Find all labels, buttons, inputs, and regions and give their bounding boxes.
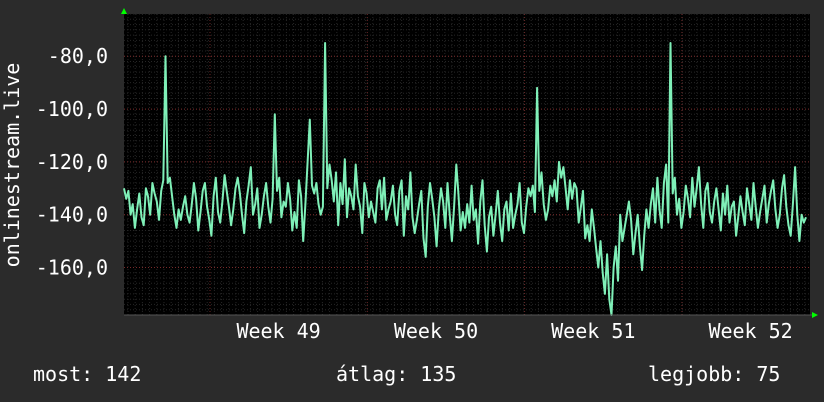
x-tick-label: Week 50 — [394, 319, 478, 343]
y-axis-arrow — [121, 8, 127, 14]
x-tick-label: Week 51 — [551, 319, 635, 343]
y-axis-label: onlinestream.live — [0, 62, 24, 268]
series-line — [123, 42, 807, 316]
stat-best: legjobb: 75 — [648, 362, 781, 386]
x-ticks: Week 49 Week 50 Week 51 Week 52 — [236, 319, 792, 343]
x-tick-label: Week 49 — [236, 319, 320, 343]
y-tick-label: -120,0 — [36, 150, 108, 174]
y-tick-label: -80,0 — [48, 44, 108, 68]
y-tick-label: -160,0 — [36, 256, 108, 280]
x-tick-label: Week 52 — [708, 319, 792, 343]
y-tick-label: -140,0 — [36, 203, 108, 227]
chart: -80,0-100,0-120,0-140,0-160,0 Week 49 Wee… — [36, 8, 818, 343]
stat-average: átlag: 135 — [336, 362, 457, 386]
plot-background — [124, 14, 810, 315]
x-axis-arrow — [812, 312, 818, 318]
stat-current: most: 142 — [33, 362, 142, 386]
y-tick-label: -100,0 — [36, 97, 108, 121]
